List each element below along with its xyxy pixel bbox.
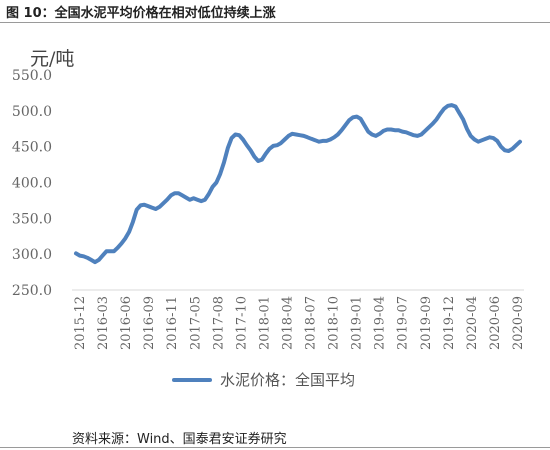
title-divider (0, 22, 550, 23)
x-tick-label: 2020-06 (488, 296, 503, 350)
x-tick-label: 2019-04 (373, 296, 388, 350)
legend: 水泥价格：全国平均 (172, 369, 355, 390)
x-tick-label: 2016-03 (96, 296, 111, 350)
x-tick-label: 2020-09 (511, 296, 526, 350)
x-tick-label: 2016-11 (165, 296, 180, 350)
x-tick-label: 2018-04 (280, 296, 295, 350)
source-note: 资料来源：Wind、国泰君安证券研究 (72, 432, 287, 447)
x-tick-label: 2020-04 (465, 296, 480, 350)
x-tick-label: 2019-12 (442, 296, 457, 350)
y-tick-label: 550.0 (12, 68, 52, 84)
x-tick-label: 2018-07 (304, 296, 319, 350)
series-line (74, 103, 522, 265)
y-tick-label: 300.0 (12, 247, 52, 263)
x-tick-label: 2015-12 (73, 296, 88, 350)
x-tick-label: 2017-10 (234, 296, 249, 350)
x-tick-label: 2018-01 (257, 296, 272, 350)
legend-label: 水泥价格：全国平均 (220, 371, 356, 389)
figure-title: 图 10：全国水泥平均价格在相对低位持续上涨 (6, 6, 276, 21)
x-tick-label: 2019-01 (350, 296, 365, 350)
bottom-divider (0, 447, 550, 448)
y-tick-label: 400.0 (12, 176, 52, 192)
x-tick-label: 2017-08 (211, 296, 226, 350)
x-tick-label: 2016-06 (119, 296, 134, 350)
x-tick-label: 2016-09 (142, 296, 157, 350)
x-tick-label: 2017-05 (188, 296, 203, 350)
x-tick-label: 2019-07 (396, 296, 411, 350)
x-tick-label: 2019-09 (419, 296, 434, 350)
y-axis-unit-label: 元/吨 (30, 48, 75, 70)
legend-swatch (172, 377, 212, 382)
y-tick-label: 250.0 (12, 283, 52, 299)
y-tick-label: 450.0 (12, 140, 52, 156)
y-tick-label: 350.0 (12, 211, 52, 227)
y-tick-label: 500.0 (12, 104, 52, 120)
x-tick-label: 2018-10 (327, 296, 342, 350)
